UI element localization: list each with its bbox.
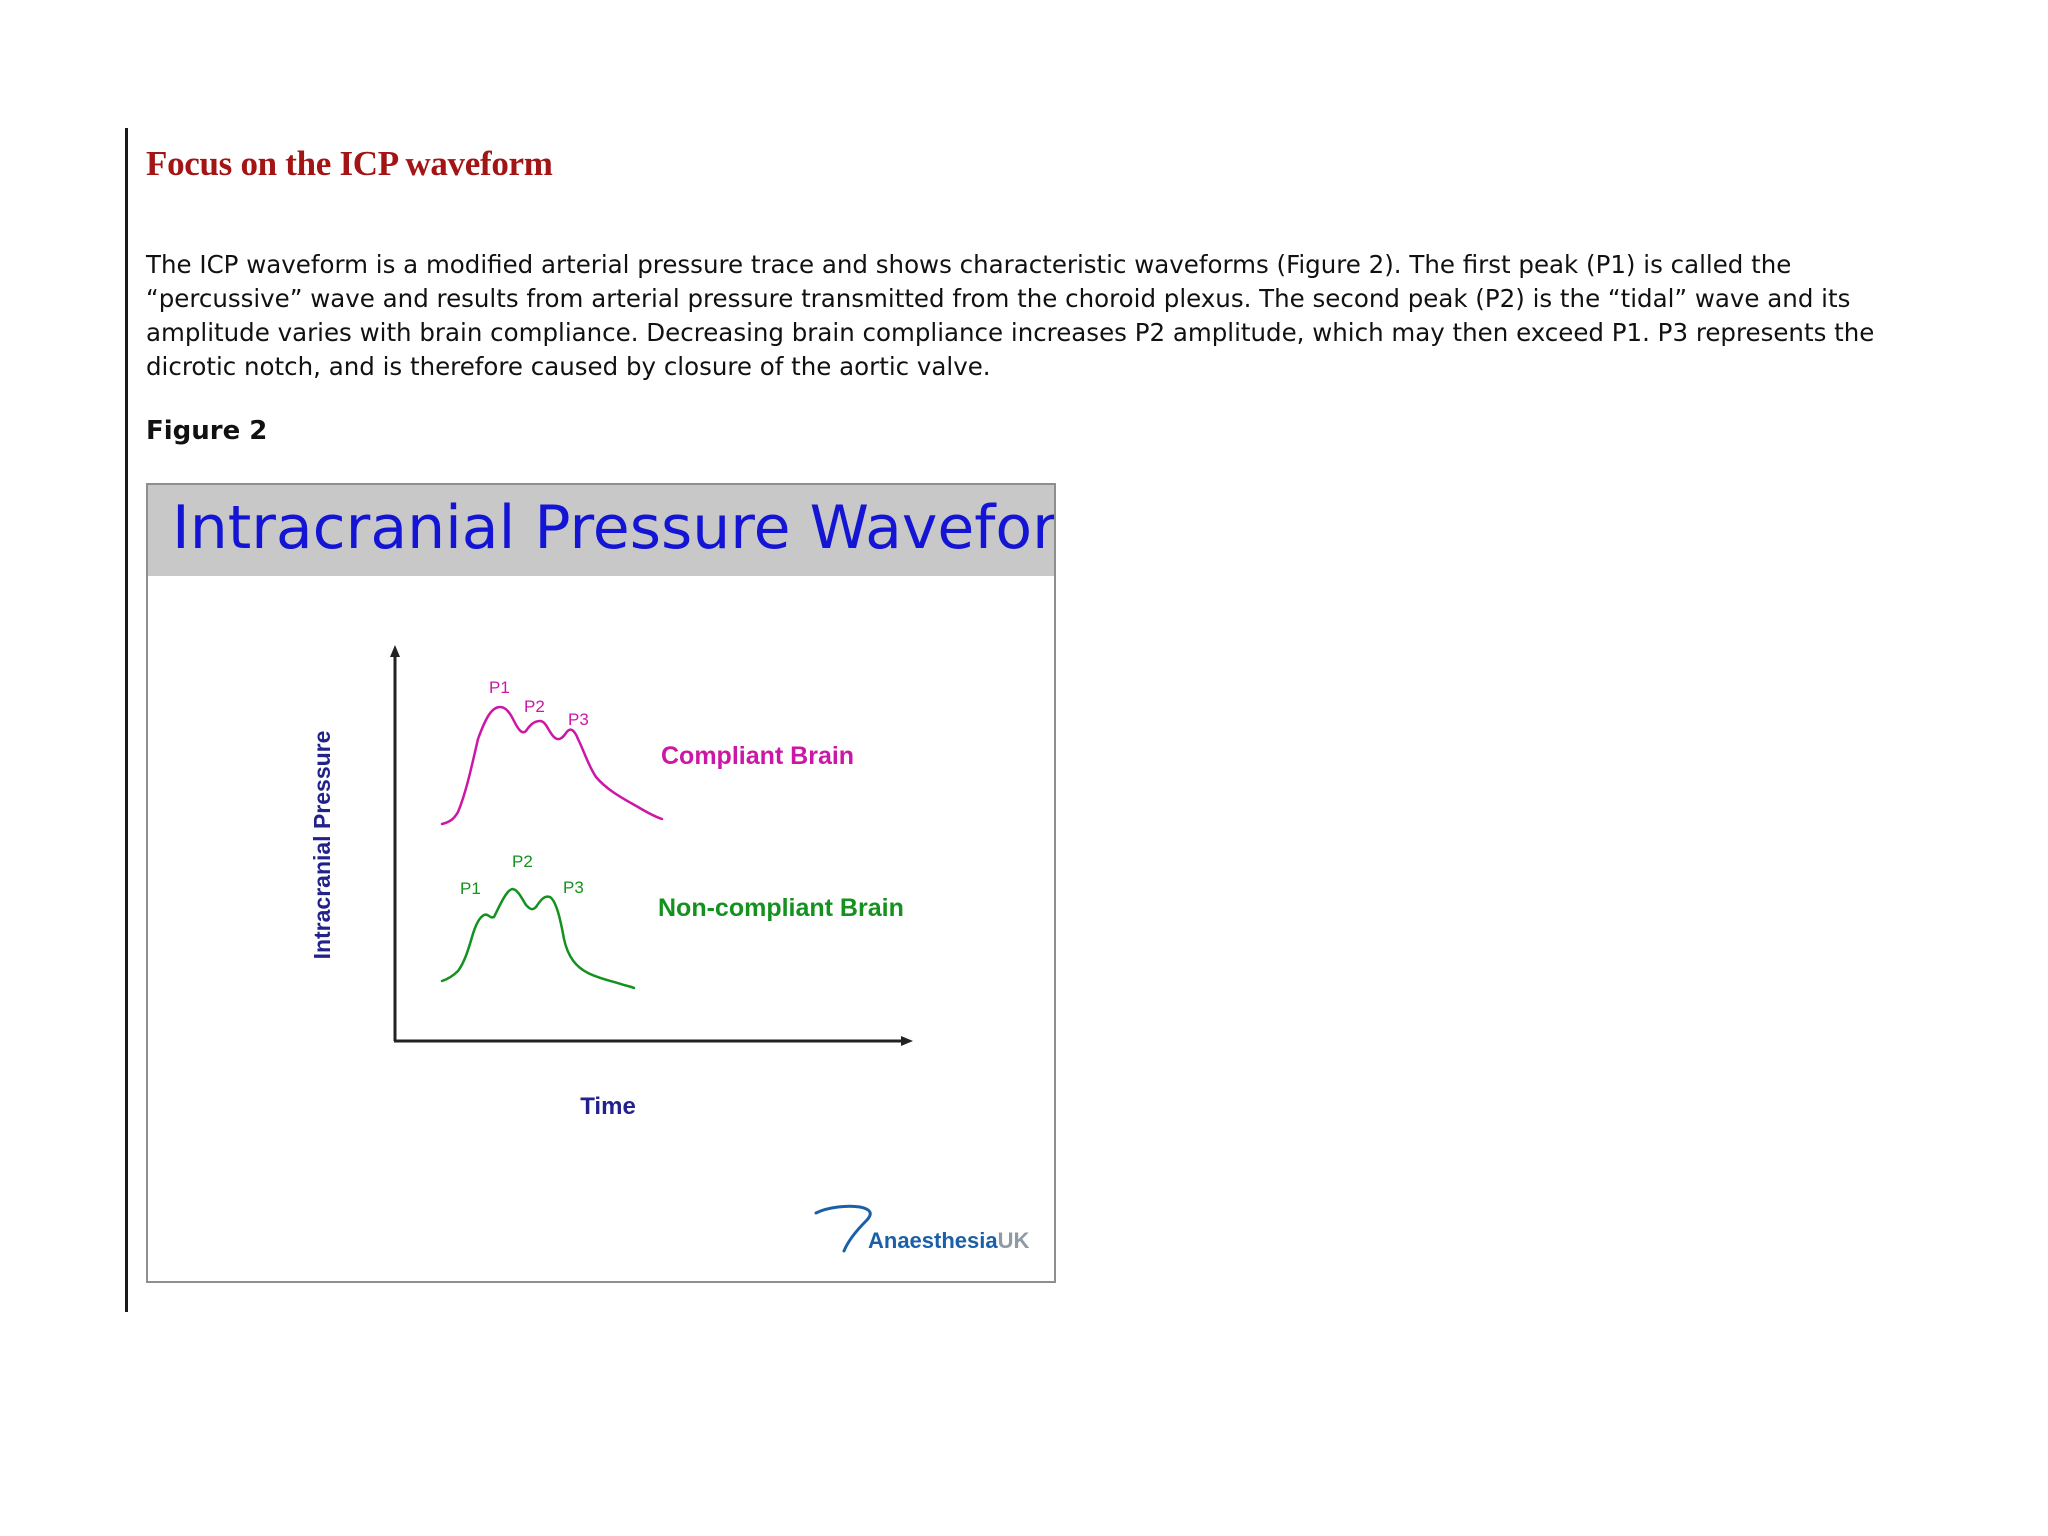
x-axis-arrowhead (901, 1036, 913, 1046)
section-heading: Focus on the ICP waveform (146, 144, 553, 183)
noncompliant-brain-label: Non-compliant Brain (658, 894, 904, 922)
noncompliant-p1-label: P1 (460, 879, 481, 898)
figure-title: Intracranial Pressure Waveform (172, 493, 1056, 563)
logo-suffix: UK (998, 1228, 1030, 1253)
compliant-p3-label: P3 (568, 710, 589, 729)
compliant-waveform (440, 705, 664, 826)
noncompliant-p2-label: P2 (512, 852, 533, 871)
compliant-p2-label: P2 (524, 697, 545, 716)
left-border-rule (125, 128, 128, 1312)
noncompliant-waveform (440, 887, 636, 990)
compliant-brain-label: Compliant Brain (661, 742, 854, 770)
figure-label: Figure 2 (146, 416, 268, 446)
icp-waveform-figure: Intracranial Pressure Waveform Intracran… (146, 483, 1056, 1283)
logo-name: Anaesthesia (868, 1228, 998, 1253)
logo-swoosh-icon (814, 1204, 872, 1253)
waveform-diagram: Intracranial Pressure Time P1 P2 P3 Comp… (309, 645, 1030, 1253)
noncompliant-p3-label: P3 (563, 878, 584, 897)
anaesthesia-uk-logo: AnaesthesiaUK (814, 1204, 1030, 1253)
y-axis-arrowhead (390, 645, 400, 657)
y-axis-label: Intracranial Pressure (309, 731, 335, 960)
logo-text: AnaesthesiaUK (868, 1228, 1030, 1253)
body-paragraph: The ICP waveform is a modified arterial … (146, 250, 1875, 381)
compliant-p1-label: P1 (489, 678, 510, 697)
x-axis-label: Time (580, 1093, 636, 1120)
figure-header-band: Intracranial Pressure Waveform (148, 485, 1054, 576)
